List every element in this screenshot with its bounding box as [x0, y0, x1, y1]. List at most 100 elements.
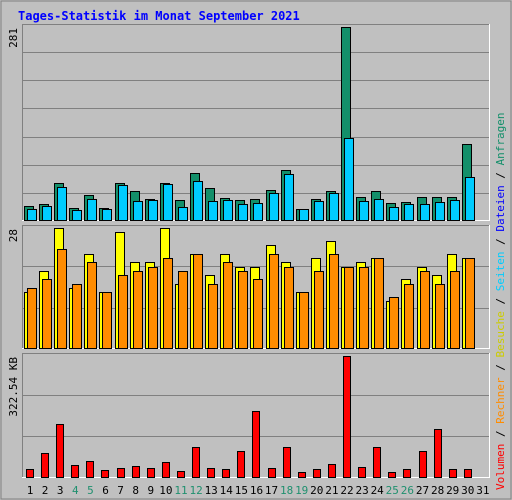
bar-dateien-day-22 — [344, 138, 354, 221]
bar-volumen-day-13 — [207, 468, 215, 478]
bar-volumen-day-25 — [388, 472, 396, 478]
bar-dateien-day-30 — [465, 177, 475, 221]
x-tick-label-day-14: 14 — [220, 484, 234, 497]
bar-rechner-day-26 — [404, 284, 414, 349]
bar-dateien-day-24 — [374, 199, 384, 221]
bar-rechner-day-9 — [148, 267, 158, 349]
bar-rechner-day-8 — [133, 271, 143, 349]
bar-rechner-day-15 — [238, 271, 248, 349]
axis-max-label-middle: 28 — [7, 229, 20, 242]
bar-volumen-day-7 — [117, 468, 125, 478]
bar-volumen-day-21 — [328, 464, 336, 478]
bar-dateien-day-29 — [450, 200, 460, 221]
bar-rechner-day-24 — [374, 258, 384, 349]
x-tick-label-day-7: 7 — [117, 484, 124, 497]
bar-volumen-day-16 — [252, 411, 260, 478]
x-tick-label-day-11: 11 — [174, 484, 187, 497]
x-tick-label-day-6: 6 — [102, 484, 109, 497]
x-tick-label-day-17: 17 — [265, 484, 278, 497]
bar-dateien-day-19 — [299, 209, 309, 221]
bar-volumen-day-10 — [162, 462, 170, 478]
bar-rechner-day-16 — [253, 279, 263, 349]
x-tick-label-day-4: 4 — [72, 484, 79, 497]
bar-rechner-day-17 — [269, 254, 279, 349]
x-tick-label-day-5: 5 — [87, 484, 94, 497]
bar-dateien-day-25 — [389, 207, 399, 221]
x-tick-label-day-29: 29 — [446, 484, 459, 497]
x-tick-label-day-18: 18 — [280, 484, 293, 497]
x-tick-label-day-21: 21 — [325, 484, 338, 497]
bar-rechner-day-7 — [118, 275, 128, 349]
axis-max-label-top: 281 — [7, 28, 20, 48]
bar-dateien-day-6 — [102, 209, 112, 221]
bar-volumen-day-6 — [101, 470, 109, 478]
legend-entry-volumen: Volumen — [494, 444, 507, 490]
bar-volumen-day-24 — [373, 447, 381, 478]
legend-entry-rechner: Rechner — [494, 377, 507, 424]
bar-rechner-day-23 — [359, 267, 369, 349]
axis-max-label-bottom: 322.54 KB — [7, 357, 20, 417]
bar-rechner-day-21 — [329, 254, 339, 349]
x-tick-label-day-26: 26 — [401, 484, 414, 497]
bar-rechner-day-19 — [299, 292, 309, 349]
bar-dateien-day-11 — [178, 207, 188, 221]
bar-rechner-day-22 — [344, 267, 354, 349]
x-tick-label-day-13: 13 — [205, 484, 218, 497]
legend-entry-anfragen: Anfragen — [494, 112, 507, 165]
x-tick-label-day-22: 22 — [340, 484, 353, 497]
bar-dateien-day-18 — [284, 174, 294, 221]
x-tick-label-day-28: 28 — [431, 484, 444, 497]
x-axis-labels: 1 2 3 4 5 6 7 8 9 10 11 12 13 14 15 16 17 18 19 20 21 22 23 24 2… — [27, 484, 490, 497]
bar-rechner-day-14 — [223, 262, 233, 349]
bar-volumen-day-15 — [237, 451, 245, 478]
legend-separator: / — [494, 232, 507, 252]
bar-rechner-day-6 — [102, 292, 112, 349]
bar-volumen-day-2 — [41, 453, 49, 478]
x-tick-label-day-9: 9 — [147, 484, 154, 497]
legend-separator: / — [494, 358, 507, 378]
legend-entry-dateien: Dateien — [494, 185, 507, 231]
bar-volumen-day-17 — [268, 468, 276, 478]
x-tick-label-day-30: 30 — [461, 484, 474, 497]
bar-dateien-day-17 — [269, 193, 279, 221]
legend-entry-besuche: Besuche — [494, 311, 507, 357]
bar-rechner-day-2 — [42, 279, 52, 349]
panel-bottom: 322.54 KB — [7, 353, 490, 478]
bar-volumen-day-3 — [56, 424, 64, 478]
bar-dateien-day-28 — [435, 202, 445, 221]
bar-dateien-day-14 — [223, 200, 233, 221]
bar-dateien-day-2 — [42, 206, 52, 221]
bar-rechner-day-5 — [87, 262, 97, 349]
bar-volumen-day-23 — [358, 467, 366, 478]
bar-volumen-day-26 — [403, 469, 411, 478]
bar-volumen-day-19 — [298, 472, 306, 478]
bar-rechner-day-1 — [27, 288, 37, 349]
series-legend: Volumen / Rechner / Besuche / Seiten / D… — [494, 112, 507, 490]
bar-dateien-day-3 — [57, 187, 67, 221]
x-tick-label-day-16: 16 — [250, 484, 263, 497]
bar-dateien-day-16 — [253, 203, 263, 221]
legend-separator: / — [494, 165, 507, 185]
bar-volumen-day-11 — [177, 471, 185, 478]
bar-rechner-day-12 — [193, 254, 203, 349]
bar-dateien-day-9 — [148, 200, 158, 221]
bar-rechner-day-30 — [465, 258, 475, 349]
bar-dateien-day-27 — [420, 204, 430, 221]
bar-volumen-day-20 — [313, 469, 321, 478]
x-tick-label-day-2: 2 — [42, 484, 49, 497]
bar-dateien-day-8 — [133, 201, 143, 221]
bar-rechner-day-27 — [420, 271, 430, 349]
x-tick-label-day-10: 10 — [159, 484, 172, 497]
x-tick-label-day-24: 24 — [371, 484, 385, 497]
x-tick-label-day-19: 19 — [295, 484, 308, 497]
bar-dateien-day-12 — [193, 181, 203, 221]
x-tick-label-day-8: 8 — [132, 484, 139, 497]
bar-volumen-day-8 — [132, 466, 140, 478]
bar-volumen-day-28 — [434, 429, 442, 478]
x-tick-label-day-12: 12 — [189, 484, 202, 497]
x-tick-label-day-1: 1 — [27, 484, 34, 497]
bar-rechner-day-28 — [435, 284, 445, 349]
bar-volumen-day-22 — [343, 356, 351, 478]
